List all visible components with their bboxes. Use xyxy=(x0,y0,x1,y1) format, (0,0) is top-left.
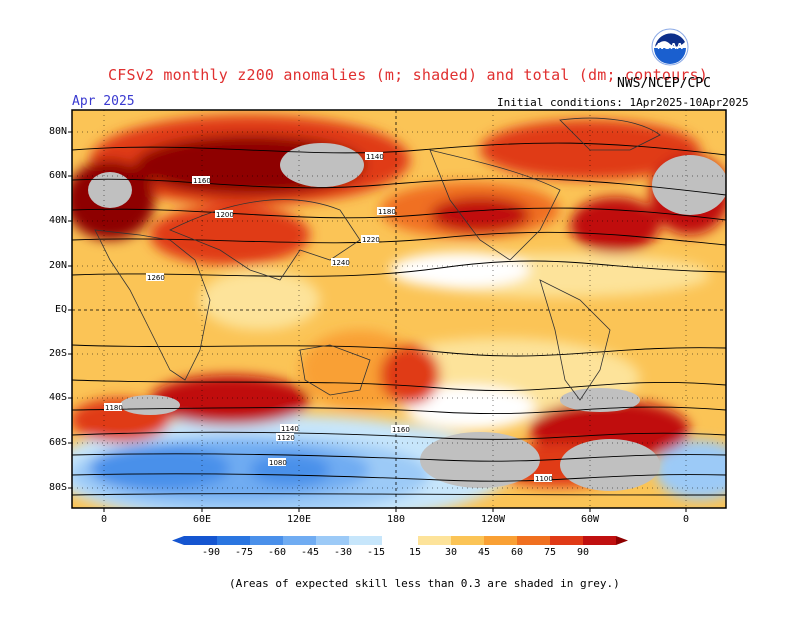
contour-label: 1160 xyxy=(392,426,410,434)
contour-label: 1220 xyxy=(362,236,380,244)
lon-label: 60W xyxy=(580,514,600,525)
lat-label: 40S xyxy=(48,392,67,403)
svg-text:NOAA: NOAA xyxy=(657,42,683,51)
contour-label: 1080 xyxy=(269,459,287,467)
contour-label: 1120 xyxy=(277,434,295,442)
colorbar-label: -90 xyxy=(201,547,221,558)
forecast-month: Apr 2025 xyxy=(72,94,135,109)
lat-label: 60N xyxy=(48,170,67,181)
contour-label: 1140 xyxy=(281,425,299,433)
contour-label: 1180 xyxy=(105,404,123,412)
contour-label: 1140 xyxy=(366,153,384,161)
contour-label: 1180 xyxy=(378,208,396,216)
colorbar-label: 45 xyxy=(477,547,491,558)
lat-label: 20S xyxy=(48,348,67,359)
colorbar-label: -75 xyxy=(234,547,254,558)
lat-label: 20N xyxy=(48,260,67,271)
colorbar xyxy=(172,536,628,545)
colorbar-label: -15 xyxy=(366,547,386,558)
map-frame xyxy=(71,109,727,509)
lon-label: 120E xyxy=(286,514,312,525)
height-contours xyxy=(72,142,726,496)
lon-label: 0 xyxy=(100,514,108,525)
lon-label: 0 xyxy=(682,514,690,525)
colorbar-label: -45 xyxy=(300,547,320,558)
colorbar-arrow-right xyxy=(616,536,628,545)
lat-label: 60S xyxy=(48,437,67,448)
noaa-logo-icon: NOAA xyxy=(651,28,689,66)
colorbar-label: -60 xyxy=(267,547,287,558)
colorbar-label: 75 xyxy=(543,547,557,558)
lat-label: 80S xyxy=(48,482,67,493)
colorbar-arrow-left xyxy=(172,536,184,545)
contour-label: 1260 xyxy=(147,274,165,282)
coastlines xyxy=(94,117,661,401)
contour-label: 1100 xyxy=(535,475,553,483)
agency-label: NWS/NCEP/CPC xyxy=(617,76,711,91)
lon-label: 60E xyxy=(192,514,212,525)
contour-label: 1200 xyxy=(216,211,234,219)
lat-label: EQ xyxy=(54,304,67,315)
skill-footnote: (Areas of expected skill less than 0.3 a… xyxy=(229,577,620,590)
colorbar-label: -30 xyxy=(333,547,353,558)
colorbar-label: 90 xyxy=(576,547,590,558)
contour-label: 1240 xyxy=(332,259,350,267)
initial-conditions: Initial conditions: 1Apr2025-10Apr2025 xyxy=(497,96,749,109)
lon-label: 120W xyxy=(480,514,506,525)
lat-label: 40N xyxy=(48,215,67,226)
map-title: CFSv2 monthly z200 anomalies (m; shaded)… xyxy=(108,66,708,84)
lat-label: 80N xyxy=(48,126,67,137)
contour-label: 1160 xyxy=(193,177,211,185)
colorbar-label: 60 xyxy=(510,547,524,558)
colorbar-label: 15 xyxy=(408,547,422,558)
colorbar-label: 30 xyxy=(444,547,458,558)
lon-label: 180 xyxy=(386,514,406,525)
contour-label-group: 1140 1160 1180 1200 1220 1240 1260 1180 … xyxy=(104,152,553,483)
